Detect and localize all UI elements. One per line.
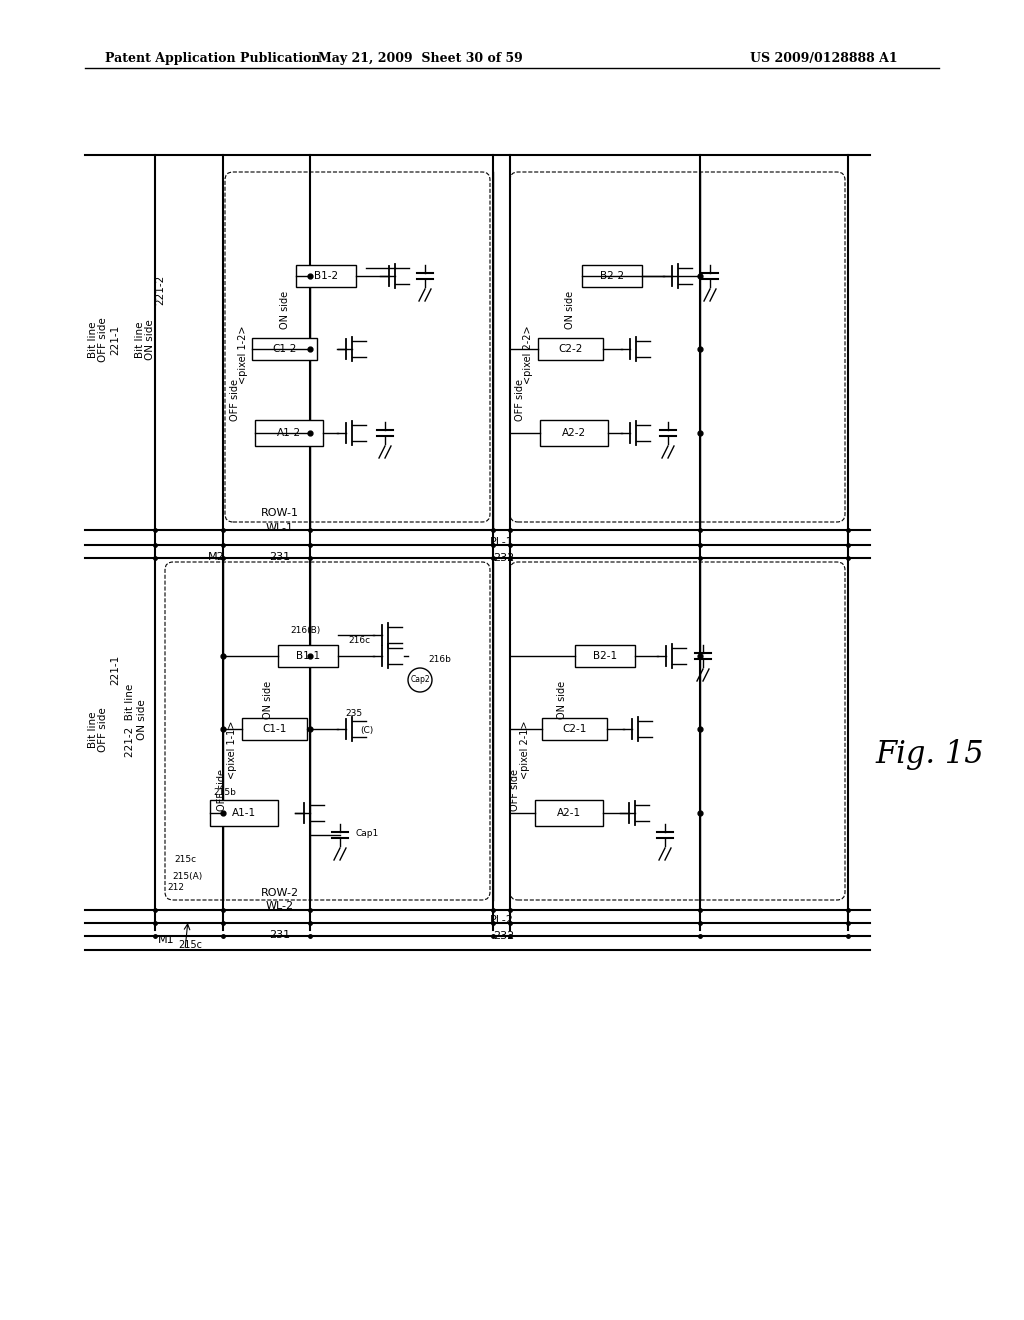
Bar [296, 265, 356, 286]
Text: ROW-2: ROW-2 [261, 888, 299, 898]
Text: 215(A): 215(A) [172, 871, 203, 880]
Text: OFF side: OFF side [98, 318, 108, 363]
Bar [575, 645, 635, 667]
Bar [538, 338, 603, 360]
Text: OFF side: OFF side [98, 708, 108, 752]
Text: OFF side: OFF side [217, 770, 227, 810]
Text: Fig. 15: Fig. 15 [874, 739, 984, 771]
Text: C2-2: C2-2 [558, 345, 583, 354]
Bar [540, 420, 608, 446]
Text: <pixel 2-2>: <pixel 2-2> [523, 326, 534, 384]
Text: 221-1: 221-1 [110, 325, 120, 355]
Text: M2: M2 [208, 552, 225, 562]
Text: 216c: 216c [348, 636, 370, 645]
Bar [255, 420, 323, 446]
Text: US 2009/0128888 A1: US 2009/0128888 A1 [750, 51, 898, 65]
Text: Bit line: Bit line [88, 711, 98, 748]
Text: B1-2: B1-2 [314, 271, 338, 281]
Text: ON side: ON side [280, 290, 290, 329]
Text: C1-2: C1-2 [272, 345, 297, 354]
Text: WL-2: WL-2 [266, 902, 294, 911]
Text: 231: 231 [269, 931, 291, 940]
Text: OFF side: OFF side [230, 379, 240, 421]
Text: A2-2: A2-2 [562, 428, 586, 438]
Text: 216b: 216b [428, 656, 451, 664]
Bar [535, 800, 603, 826]
Text: B2-2: B2-2 [600, 271, 624, 281]
Bar [278, 645, 338, 667]
Bar [542, 718, 607, 741]
Text: C2-1: C2-1 [562, 723, 587, 734]
Text: C1-1: C1-1 [262, 723, 287, 734]
Text: ON side: ON side [145, 319, 155, 360]
Text: ROW-1: ROW-1 [261, 508, 299, 517]
Text: WL-1: WL-1 [266, 523, 294, 533]
Text: 212: 212 [167, 883, 184, 892]
Text: 216(B): 216(B) [290, 626, 321, 635]
Text: 232: 232 [493, 931, 514, 941]
Text: B2-1: B2-1 [593, 651, 617, 661]
Text: <pixel 2-1>: <pixel 2-1> [520, 721, 530, 779]
Text: 215c: 215c [178, 940, 202, 950]
Text: 221-1: 221-1 [110, 655, 120, 685]
Bar [582, 265, 642, 286]
Bar [252, 338, 317, 360]
Text: PL-1: PL-1 [490, 537, 514, 546]
Text: ON side: ON side [263, 681, 273, 719]
Text: Patent Application Publication: Patent Application Publication [105, 51, 321, 65]
Text: ON side: ON side [557, 681, 567, 719]
Text: B1-1: B1-1 [296, 651, 321, 661]
Text: OFF side: OFF side [510, 770, 520, 810]
Text: 215c: 215c [174, 855, 197, 865]
Text: 221-2  Bit line: 221-2 Bit line [125, 684, 135, 756]
Text: May 21, 2009  Sheet 30 of 59: May 21, 2009 Sheet 30 of 59 [317, 51, 522, 65]
Text: 232: 232 [493, 553, 514, 564]
Text: Cap2: Cap2 [411, 676, 430, 685]
Text: <pixel 1-1>: <pixel 1-1> [227, 721, 237, 779]
Text: OFF side: OFF side [515, 379, 525, 421]
Text: M1: M1 [158, 935, 175, 945]
Text: A1-1: A1-1 [232, 808, 256, 818]
Text: A1-2: A1-2 [276, 428, 301, 438]
Text: Bit line: Bit line [135, 322, 145, 358]
Text: PL-2: PL-2 [490, 915, 514, 925]
Text: ON side: ON side [565, 290, 575, 329]
Text: (C): (C) [360, 726, 374, 734]
Text: ON side: ON side [137, 700, 147, 741]
Text: Bit line: Bit line [88, 322, 98, 358]
Bar [242, 718, 307, 741]
Text: Cap1: Cap1 [355, 829, 378, 838]
Bar [210, 800, 278, 826]
Text: 231: 231 [269, 552, 291, 562]
Text: 235: 235 [345, 709, 362, 718]
Text: <pixel 1-2>: <pixel 1-2> [238, 326, 248, 384]
Text: 215b: 215b [213, 788, 236, 797]
Text: A2-1: A2-1 [557, 808, 581, 818]
Text: 221-2: 221-2 [155, 275, 165, 305]
